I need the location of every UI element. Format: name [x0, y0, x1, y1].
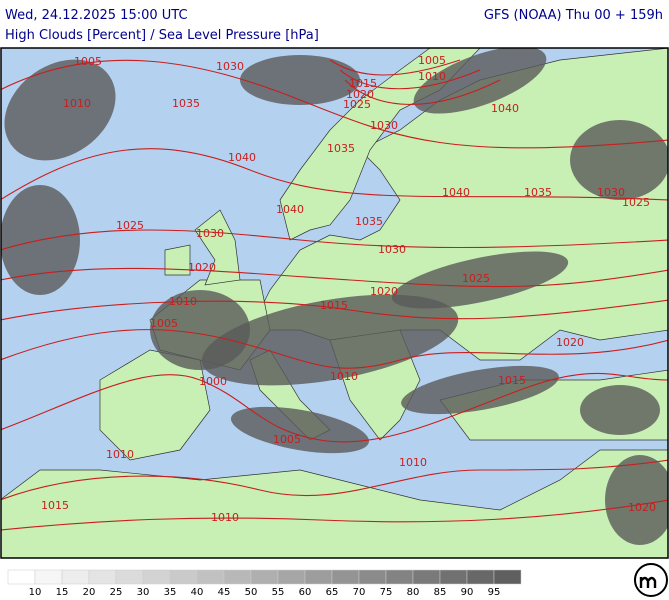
legend-swatch: [412, 569, 441, 585]
isobar-label: 1025: [116, 219, 144, 232]
legend-swatch: [466, 569, 495, 585]
legend-label: 40: [191, 587, 204, 598]
isobar-label: 1020: [346, 88, 374, 101]
isobar-label: 1030: [216, 60, 244, 73]
isobar-label: 1010: [106, 448, 134, 461]
legend-label: 15: [56, 587, 69, 598]
isobar-label: 1005: [418, 54, 446, 67]
legend-label: 60: [299, 587, 312, 598]
legend-label: 65: [326, 587, 339, 598]
isobar-label: 1015: [349, 77, 377, 90]
isobar-label: 1010: [399, 456, 427, 469]
legend-label: 85: [434, 587, 447, 598]
isobar-label: 1010: [169, 295, 197, 308]
isobar-label: 1010: [211, 511, 239, 524]
isobar-label: 1030: [370, 119, 398, 132]
legend-swatch: [115, 569, 144, 585]
isobar-label: 1010: [418, 70, 446, 83]
valid-time: Wed, 24.12.2025 15:00 UTC: [5, 8, 188, 23]
legend-label: 35: [164, 587, 177, 598]
color-legend: 10 15 20 25 30 35 40 45 50 55 60 65 70 75 80 85 90 95: [7, 569, 522, 598]
legend-label: 90: [461, 587, 474, 598]
legend-swatch: [439, 569, 468, 585]
isobar-label: 1035: [327, 142, 355, 155]
legend-swatch: [196, 569, 225, 585]
legend-swatch: [250, 569, 279, 585]
model-run: GFS (NOAA) Thu 00 + 159h: [484, 8, 663, 23]
legend-label: 75: [380, 587, 393, 598]
legend-swatch: [223, 569, 252, 585]
legend-label: 70: [353, 587, 366, 598]
legend-swatch: [88, 569, 117, 585]
map-frame: [0, 47, 669, 559]
map-subtitle: High Clouds [Percent] / Sea Level Pressu…: [5, 28, 319, 43]
legend-label: 80: [407, 587, 420, 598]
legend-label: 95: [488, 587, 501, 598]
legend-label: 20: [83, 587, 96, 598]
legend-swatch: [358, 569, 387, 585]
isobar-label: 1020: [370, 285, 398, 298]
isobar-label: 1025: [343, 98, 371, 111]
legend-label: 25: [110, 587, 123, 598]
isobars: [1, 59, 668, 531]
logo: [634, 563, 668, 597]
legend-label: 10: [29, 587, 42, 598]
isobar-label: 1040: [442, 186, 470, 199]
legend-label: 30: [137, 587, 150, 598]
legend-swatch: [7, 569, 36, 585]
isobar-label: 1015: [41, 499, 69, 512]
isobar-label: 1030: [597, 186, 625, 199]
isobar-label: 1030: [378, 243, 406, 256]
legend-swatch: [304, 569, 333, 585]
isobar-label: 1020: [628, 501, 656, 514]
legend-label: 45: [218, 587, 231, 598]
legend-swatch: [385, 569, 414, 585]
legend-swatch: [277, 569, 306, 585]
isobar-label: 1035: [172, 97, 200, 110]
isobar-label: 1010: [63, 97, 91, 110]
isobar-label: 1000: [199, 375, 227, 388]
isobar-label: 1015: [498, 374, 526, 387]
isobar-label: 1020: [556, 336, 584, 349]
isobar-label: 1005: [74, 55, 102, 68]
legend-label: 55: [272, 587, 285, 598]
legend-swatch: [493, 569, 522, 585]
isobar-label: 1025: [462, 272, 490, 285]
legend-label: 50: [245, 587, 258, 598]
isobar-label: 1035: [524, 186, 552, 199]
isobar-label: 1010: [330, 370, 358, 383]
isobar-label: 1030: [196, 227, 224, 240]
legend-swatch: [61, 569, 90, 585]
isobar-label: 1025: [622, 196, 650, 209]
isobar-label: 1005: [273, 433, 301, 446]
isobar-label: 1020: [188, 261, 216, 274]
isobar-label: 1040: [276, 203, 304, 216]
isobar-label: 1035: [355, 215, 383, 228]
isobar-label: 1015: [320, 299, 348, 312]
isobar-label: 1005: [150, 317, 178, 330]
legend-swatch: [331, 569, 360, 585]
legend-swatch: [34, 569, 63, 585]
isobar-label: 1040: [491, 102, 519, 115]
legend-swatch: [169, 569, 198, 585]
isobar-label: 1040: [228, 151, 256, 164]
legend-swatch: [142, 569, 171, 585]
